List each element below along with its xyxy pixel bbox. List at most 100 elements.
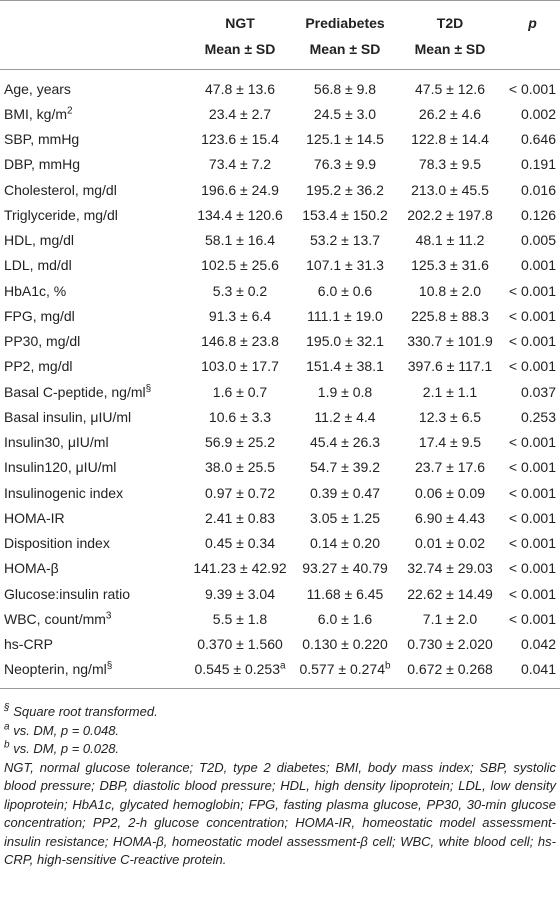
row-label: Insulinogenic index xyxy=(4,484,124,501)
table-row: Triglyceride, mg/dl 134.4 ± 120.6 153.4 ± … xyxy=(0,202,560,227)
value-cell: 10.6 ± 3.3 xyxy=(208,408,272,425)
value-cell: 23.7 ± 17.6 xyxy=(415,459,485,476)
value-cell: 102.5 ± 25.6 xyxy=(201,257,279,274)
value-cell: 0.041 xyxy=(505,656,560,689)
value-cell: 1.6 ± 0.7 xyxy=(212,383,268,400)
value-cell: 5.5 ± 1.8 xyxy=(212,610,268,627)
value-cell: 0.016 xyxy=(520,181,556,198)
table-row: Neopterin, ng/ml§ 0.545 ± 0.253a 0.577 ± 0… xyxy=(0,656,560,689)
cell-text: WBC, count/mm xyxy=(4,610,106,627)
value-cell: 0.39 ± 0.47 xyxy=(310,484,380,501)
value-cell: 56.8 ± 9.8 xyxy=(313,80,377,97)
value-cell: 47.5 ± 12.6 xyxy=(415,80,485,97)
table-row: WBC, count/mm3 5.5 ± 1.8 6.0 ± 1.6 7.1 ± 2.… xyxy=(0,606,560,631)
row-label: Insulin30, μIU/ml xyxy=(4,434,109,451)
superscript: § xyxy=(106,660,113,672)
value-cell: 6.90 ± 4.43 xyxy=(415,509,485,526)
value-cell: 7.1 ± 2.0 xyxy=(422,610,478,627)
row-label: Neopterin, ng/ml§ xyxy=(0,656,185,689)
table-row: PP30, mg/dl 146.8 ± 23.8 195.0 ± 32.1 330.7… xyxy=(0,329,560,354)
header-cell xyxy=(0,33,185,70)
abbreviations: NGT, normal glucose tolerance; T2D, type… xyxy=(4,759,556,868)
value-cell: < 0.001 xyxy=(508,459,556,476)
header-row: NGT Prediabetes T2D p xyxy=(0,0,560,33)
value-cell: < 0.001 xyxy=(508,560,556,577)
row-label: Age, years xyxy=(4,80,71,97)
cell-text: Neopterin, ng/ml xyxy=(4,661,107,678)
value-cell: 73.4 ± 7.2 xyxy=(208,156,272,173)
superscript: b xyxy=(384,660,391,672)
row-label: LDL, md/dl xyxy=(4,257,72,274)
superscript: 2 xyxy=(67,105,73,117)
table-row: Insulin120, μIU/ml 38.0 ± 25.5 54.7 ± 39.2… xyxy=(0,455,560,480)
value-cell: 125.3 ± 31.6 xyxy=(411,257,489,274)
cell-text: BMI, kg/m xyxy=(4,105,68,122)
table-row: HDL, mg/dl 58.1 ± 16.4 53.2 ± 13.7 48.1 ± 1… xyxy=(0,228,560,253)
value-cell: 58.1 ± 16.4 xyxy=(205,232,275,249)
column-name: p xyxy=(505,0,560,33)
value-cell: 23.4 ± 2.7 xyxy=(208,105,272,122)
value-cell: < 0.001 xyxy=(508,307,556,324)
footnote: b vs. DM, p = 0.028. xyxy=(4,740,556,759)
value-cell: 32.74 ± 29.03 xyxy=(407,560,493,577)
value-cell: 11.68 ± 6.45 xyxy=(306,585,384,602)
row-label: SBP, mmHg xyxy=(4,131,80,148)
value-cell: 2.1 ± 1.1 xyxy=(422,383,478,400)
row-label: Basal insulin, μIU/ml xyxy=(4,408,132,425)
value-cell: 122.8 ± 14.4 xyxy=(411,131,489,148)
table-row: Age, years 47.8 ± 13.6 56.8 ± 9.8 47.5 ± 12… xyxy=(0,70,560,102)
value-cell: 9.39 ± 3.04 xyxy=(205,585,275,602)
value-cell: 47.8 ± 13.6 xyxy=(205,80,275,97)
value-cell: 146.8 ± 23.8 xyxy=(201,333,279,350)
value-cell: 45.4 ± 26.3 xyxy=(310,434,380,451)
value-cell: 134.4 ± 120.6 xyxy=(197,206,283,223)
row-label: Cholesterol, mg/dl xyxy=(4,181,117,198)
row-label: HbA1c, % xyxy=(4,282,67,299)
value-cell: < 0.001 xyxy=(508,535,556,552)
value-cell: 53.2 ± 13.7 xyxy=(310,232,380,249)
value-cell: 12.3 ± 6.5 xyxy=(418,408,482,425)
row-label: HOMA-IR xyxy=(4,509,65,526)
value-cell: 0.005 xyxy=(520,232,556,249)
value-cell: 0.370 ± 1.560 xyxy=(197,636,283,653)
value-cell: 93.27 ± 40.79 xyxy=(302,560,388,577)
footnote-text: vs. DM, p = 0.048. xyxy=(13,722,120,738)
value-cell: 56.9 ± 25.2 xyxy=(205,434,275,451)
value-cell: 0.545 ± 0.253a xyxy=(185,656,295,689)
column-name: NGT xyxy=(185,0,295,33)
value-cell: 0.646 xyxy=(520,131,556,148)
value-cell: 125.1 ± 14.5 xyxy=(306,131,384,148)
value-cell: < 0.001 xyxy=(508,358,556,375)
value-cell: 3.05 ± 1.25 xyxy=(310,509,380,526)
value-cell: 10.8 ± 2.0 xyxy=(418,282,482,299)
column-subtitle: Mean ± SD xyxy=(185,33,295,70)
value-cell: < 0.001 xyxy=(508,585,556,602)
footnotes: § Square root transformed. a vs. DM, p = … xyxy=(0,689,560,870)
table-row: hs-CRP 0.370 ± 1.560 0.130 ± 0.220 0.730 ± … xyxy=(0,632,560,657)
value-cell: 107.1 ± 31.3 xyxy=(306,257,384,274)
value-cell: 153.4 ± 150.2 xyxy=(302,206,388,223)
value-cell: 0.730 ± 2.020 xyxy=(407,636,493,653)
header-cell xyxy=(0,0,185,33)
row-label: Insulin120, μIU/ml xyxy=(4,459,117,476)
value-cell: 0.577 ± 0.274b xyxy=(295,656,395,689)
row-label: DBP, mmHg xyxy=(4,156,80,173)
value-cell: 202.2 ± 197.8 xyxy=(407,206,493,223)
superscript: a xyxy=(279,660,286,672)
value-cell: 330.7 ± 101.9 xyxy=(407,333,493,350)
table-header: NGT Prediabetes T2D p Mean ± SD Mean ± SD Mea… xyxy=(0,0,560,70)
value-cell: 76.3 ± 9.9 xyxy=(313,156,377,173)
value-cell: 22.62 ± 14.49 xyxy=(407,585,493,602)
cell-text: 0.545 ± 0.253 xyxy=(194,661,280,678)
table-row: HOMA-β 141.23 ± 42.92 93.27 ± 40.79 32.74 ±… xyxy=(0,556,560,581)
column-name: T2D xyxy=(395,0,505,33)
value-cell: 26.2 ± 4.6 xyxy=(418,105,482,122)
value-cell: 0.253 xyxy=(520,408,556,425)
row-label: PP30, mg/dl xyxy=(4,333,81,350)
value-cell: 0.191 xyxy=(520,156,556,173)
table-row: FPG, mg/dl 91.3 ± 6.4 111.1 ± 19.0 225.8 ± … xyxy=(0,303,560,328)
value-cell: < 0.001 xyxy=(508,509,556,526)
footnote-mark: b xyxy=(4,739,10,751)
header-cell xyxy=(505,33,560,70)
value-cell: 6.0 ± 1.6 xyxy=(317,610,373,627)
